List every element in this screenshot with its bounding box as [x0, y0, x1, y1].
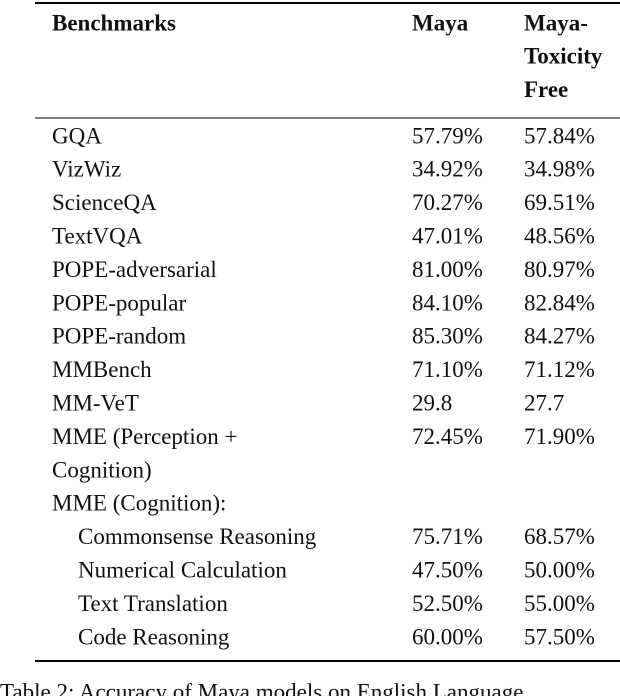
row-label: ScienceQA: [52, 190, 157, 215]
row-label: MM-VeT: [52, 390, 139, 415]
cell: 72.45%: [412, 424, 483, 449]
cell: 57.84%: [524, 123, 595, 148]
cell: 71.10%: [412, 357, 483, 382]
header-cell: Benchmarks: [52, 10, 176, 35]
row-label: MME (Perception +: [52, 424, 237, 449]
cell: 29.8: [412, 390, 452, 415]
row-label: Code Reasoning: [78, 624, 230, 649]
group-label: MME (Cognition):: [52, 491, 226, 516]
row-label: POPE-popular: [52, 290, 187, 315]
cell: 47.50%: [412, 557, 483, 582]
cell: 60.00%: [412, 624, 483, 649]
cell: 82.84%: [524, 290, 595, 315]
header-cell: Free: [524, 77, 568, 102]
cell: 69.51%: [524, 190, 595, 215]
cell: 50.00%: [524, 557, 595, 582]
cell: 57.50%: [524, 624, 595, 649]
row-label: TextVQA: [52, 223, 143, 248]
cell: 85.30%: [412, 324, 483, 349]
cell: 52.50%: [412, 591, 483, 616]
cell: 47.01%: [412, 223, 483, 248]
cell: 68.57%: [524, 524, 595, 549]
cell: 75.71%: [412, 524, 483, 549]
row-label: Commonsense Reasoning: [78, 524, 317, 549]
row-label: VizWiz: [52, 157, 121, 182]
row-label: POPE-random: [52, 324, 186, 349]
header-cell: Maya-: [524, 10, 588, 35]
row-label: GQA: [52, 123, 102, 148]
cell: 84.27%: [524, 324, 595, 349]
row-label: Numerical Calculation: [78, 557, 287, 582]
cell: 70.27%: [412, 190, 483, 215]
cell: 27.7: [524, 390, 564, 415]
cell: 34.98%: [524, 157, 595, 182]
cell: 80.97%: [524, 257, 595, 282]
cell: 57.79%: [412, 123, 483, 148]
caption: Table 2: Accuracy of Maya models on Engl…: [0, 679, 523, 696]
header-cell: Toxicity: [524, 44, 603, 69]
row-label: Text Translation: [78, 591, 228, 616]
cell: 84.10%: [412, 290, 483, 315]
cell: 81.00%: [412, 257, 483, 282]
cell: 71.90%: [524, 424, 595, 449]
header-cell: Maya: [412, 10, 469, 35]
row-label: MMBench: [52, 357, 152, 382]
cell: 34.92%: [412, 157, 483, 182]
row-label: Cognition): [52, 457, 152, 482]
cell: 55.00%: [524, 591, 595, 616]
row-label: POPE-adversarial: [52, 257, 217, 282]
cell: 71.12%: [524, 357, 595, 382]
cell: 48.56%: [524, 223, 595, 248]
